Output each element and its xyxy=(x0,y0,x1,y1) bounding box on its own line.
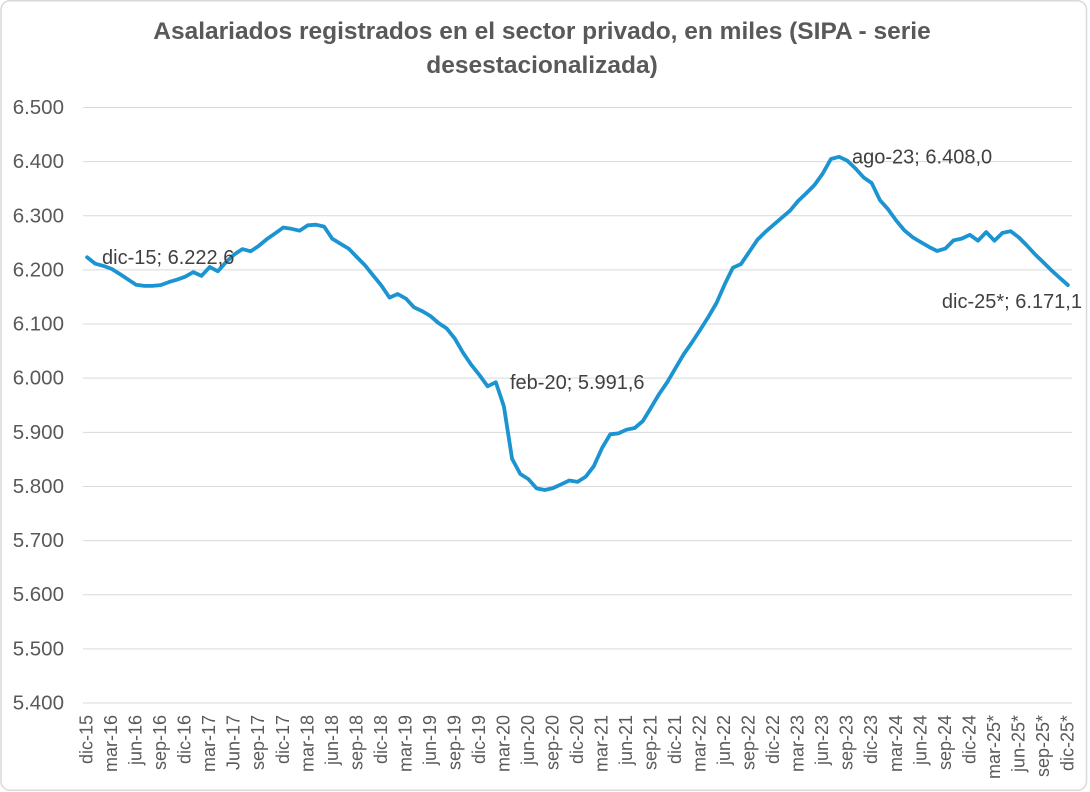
svg-text:6.500: 6.500 xyxy=(13,96,64,119)
svg-text:dic-18: dic-18 xyxy=(371,715,391,764)
svg-text:mar-18: mar-18 xyxy=(297,715,317,772)
svg-text:sep-19: sep-19 xyxy=(444,715,464,770)
svg-text:jun-23: jun-23 xyxy=(812,715,832,766)
svg-text:mar-17: mar-17 xyxy=(199,715,219,772)
svg-text:6.400: 6.400 xyxy=(13,150,64,173)
svg-text:5.400: 5.400 xyxy=(13,692,64,715)
svg-text:dic-21: dic-21 xyxy=(665,715,685,764)
svg-text:dic-25*: dic-25* xyxy=(1057,715,1077,771)
svg-text:sep-18: sep-18 xyxy=(346,715,366,770)
svg-text:jun-22: jun-22 xyxy=(714,715,734,766)
svg-text:dic-24: dic-24 xyxy=(959,715,979,764)
svg-text:sep-20: sep-20 xyxy=(543,715,563,770)
svg-text:mar-16: mar-16 xyxy=(101,715,121,772)
svg-text:mar-22: mar-22 xyxy=(690,715,710,772)
svg-text:dic-15; 6.222,6: dic-15; 6.222,6 xyxy=(102,247,234,269)
svg-text:sep-23: sep-23 xyxy=(837,715,857,770)
svg-text:5.800: 5.800 xyxy=(13,475,64,498)
svg-text:sep-17: sep-17 xyxy=(248,715,268,770)
svg-text:sep-16: sep-16 xyxy=(150,715,170,770)
svg-text:dic-23: dic-23 xyxy=(861,715,881,764)
svg-text:jun-16: jun-16 xyxy=(126,715,146,766)
svg-text:ago-23; 6.408,0: ago-23; 6.408,0 xyxy=(852,147,992,169)
svg-text:dic-19: dic-19 xyxy=(469,715,489,764)
svg-text:mar-20: mar-20 xyxy=(493,715,513,772)
svg-text:5.500: 5.500 xyxy=(13,637,64,660)
svg-text:feb-20; 5.991,6: feb-20; 5.991,6 xyxy=(510,372,645,394)
svg-text:jun-25*: jun-25* xyxy=(1008,715,1028,773)
svg-text:6.200: 6.200 xyxy=(13,258,64,281)
svg-text:dic-22: dic-22 xyxy=(763,715,783,764)
svg-text:6.100: 6.100 xyxy=(13,313,64,336)
svg-text:sep-25*: sep-25* xyxy=(1033,715,1053,777)
svg-text:dic-15: dic-15 xyxy=(77,715,97,764)
svg-text:dic-17: dic-17 xyxy=(273,715,293,764)
svg-text:Jun-17: Jun-17 xyxy=(224,715,244,770)
svg-text:mar-19: mar-19 xyxy=(395,715,415,772)
svg-text:6.000: 6.000 xyxy=(13,367,64,390)
svg-text:5.900: 5.900 xyxy=(13,421,64,444)
svg-text:5.700: 5.700 xyxy=(13,529,64,552)
svg-text:dic-25*; 6.171,1: dic-25*; 6.171,1 xyxy=(942,291,1082,313)
svg-text:sep-24: sep-24 xyxy=(935,715,955,770)
svg-text:mar-21: mar-21 xyxy=(592,715,612,772)
svg-text:jun-20: jun-20 xyxy=(518,715,538,766)
svg-text:mar-23: mar-23 xyxy=(788,715,808,772)
svg-text:sep-21: sep-21 xyxy=(641,715,661,770)
svg-text:mar-24: mar-24 xyxy=(886,715,906,772)
svg-text:jun-21: jun-21 xyxy=(616,715,636,766)
svg-text:jun-19: jun-19 xyxy=(420,715,440,766)
svg-text:mar-25*: mar-25* xyxy=(984,715,1004,779)
svg-text:jun-18: jun-18 xyxy=(322,715,342,766)
svg-text:dic-20: dic-20 xyxy=(567,715,587,764)
svg-text:dic-16: dic-16 xyxy=(175,715,195,764)
svg-text:6.300: 6.300 xyxy=(13,204,64,227)
svg-text:5.600: 5.600 xyxy=(13,583,64,606)
svg-text:sep-22: sep-22 xyxy=(739,715,759,770)
svg-text:jun-24: jun-24 xyxy=(910,715,930,766)
